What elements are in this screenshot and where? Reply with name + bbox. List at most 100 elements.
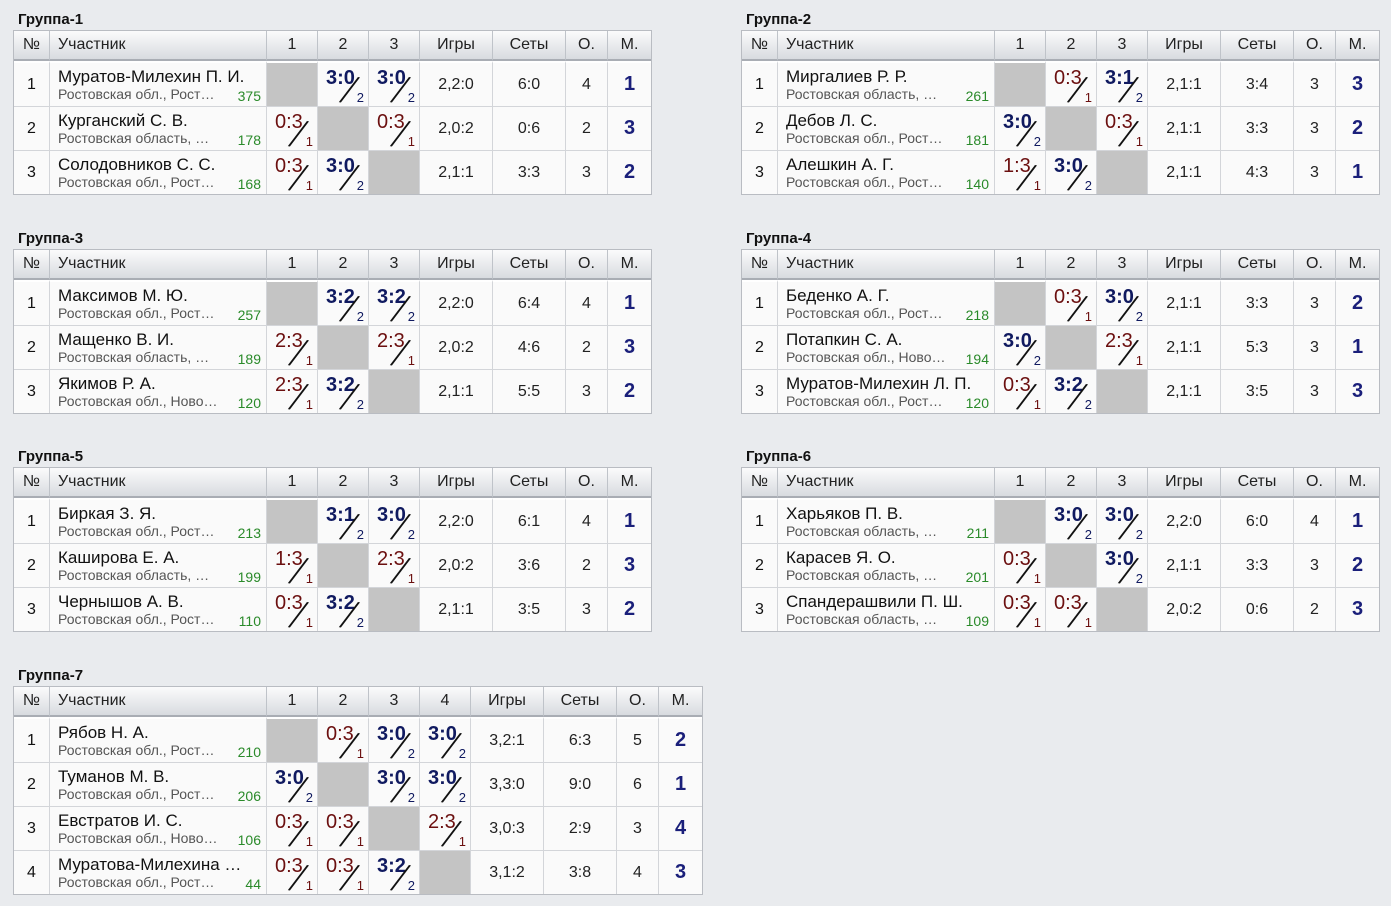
column-header[interactable]: 1 bbox=[267, 31, 318, 61]
table-row[interactable]: 4 Муратова-Милехина … Ростовская обл., Рос… bbox=[14, 851, 702, 894]
column-header[interactable]: М. bbox=[1336, 250, 1379, 280]
match-win-cell[interactable]: 3:2 ╱ 2 bbox=[369, 280, 420, 326]
match-win-cell[interactable]: 3:0 ╱ 2 bbox=[369, 763, 420, 807]
column-header[interactable]: 1 bbox=[995, 250, 1046, 280]
column-header[interactable]: 3 bbox=[369, 468, 420, 498]
table-row[interactable]: 3 Муратов-Милехин Л. П. Ростовская обл., Р… bbox=[742, 370, 1379, 413]
table-row[interactable]: 1 Максимов М. Ю. Ростовская обл., Рост… 257… bbox=[14, 280, 651, 326]
column-header[interactable]: Игры bbox=[1148, 31, 1221, 61]
match-win-cell[interactable]: 3:0 ╱ 2 bbox=[267, 763, 318, 807]
participant-name[interactable]: Туманов М. В. bbox=[58, 767, 170, 786]
participant-cell[interactable]: Харьяков П. В. Ростовская область, … 211 bbox=[778, 498, 995, 544]
participant-cell[interactable]: Муратова-Милехина … Ростовская обл., Рост… bbox=[50, 851, 267, 894]
match-loss-cell[interactable]: 0:3 ╱ 1 bbox=[1046, 61, 1097, 107]
match-win-cell[interactable]: 3:1 ╱ 2 bbox=[1097, 61, 1148, 107]
participant-cell[interactable]: Якимов Р. А. Ростовская обл., Ново… 120 bbox=[50, 370, 267, 413]
column-header[interactable]: О. bbox=[617, 687, 659, 717]
column-header[interactable]: О. bbox=[1294, 250, 1336, 280]
match-loss-cell[interactable]: 0:3 ╱ 1 bbox=[995, 370, 1046, 413]
table-row[interactable]: 3 Солодовников С. С. Ростовская обл., Рост… bbox=[14, 151, 651, 194]
table-row[interactable]: 1 Миргалиев Р. Р. Ростовская область, … 261… bbox=[742, 61, 1379, 107]
match-win-cell[interactable]: 3:0 ╱ 2 bbox=[420, 763, 471, 807]
match-loss-cell[interactable]: 0:3 ╱ 1 bbox=[318, 807, 369, 851]
participant-name[interactable]: Каширова Е. А. bbox=[58, 548, 180, 567]
column-header[interactable]: 1 bbox=[995, 468, 1046, 498]
match-win-cell[interactable]: 3:0 ╱ 2 bbox=[318, 61, 369, 107]
table-row[interactable]: 2 Дебов Л. С. Ростовская обл., Рост… 181 3:0… bbox=[742, 107, 1379, 151]
column-header[interactable]: 3 bbox=[369, 250, 420, 280]
column-header[interactable]: 3 bbox=[1097, 31, 1148, 61]
participant-name[interactable]: Харьяков П. В. bbox=[786, 504, 903, 523]
table-row[interactable]: 2 Карасев Я. О. Ростовская область, … 201 0:… bbox=[742, 544, 1379, 588]
participant-cell[interactable]: Алешкин А. Г. Ростовская обл., Рост… 140 bbox=[778, 151, 995, 194]
match-loss-cell[interactable]: 0:3 ╱ 1 bbox=[267, 851, 318, 894]
match-loss-cell[interactable]: 0:3 ╱ 1 bbox=[267, 107, 318, 151]
column-header[interactable]: Участник bbox=[778, 250, 995, 280]
column-header[interactable]: Игры bbox=[420, 468, 493, 498]
match-win-cell[interactable]: 3:0 ╱ 2 bbox=[369, 61, 420, 107]
column-header[interactable]: Участник bbox=[778, 468, 995, 498]
participant-cell[interactable]: Миргалиев Р. Р. Ростовская область, … 261 bbox=[778, 61, 995, 107]
column-header[interactable]: 3 bbox=[369, 687, 420, 717]
table-row[interactable]: 3 Чернышов А. В. Ростовская обл., Рост… 110… bbox=[14, 588, 651, 631]
column-header[interactable]: Участник bbox=[50, 468, 267, 498]
column-header[interactable]: № bbox=[14, 468, 50, 498]
column-header[interactable]: Сеты bbox=[1221, 31, 1294, 61]
participant-name[interactable]: Якимов Р. А. bbox=[58, 374, 156, 393]
column-header[interactable]: Участник bbox=[50, 687, 267, 717]
match-loss-cell[interactable]: 0:3 ╱ 1 bbox=[267, 807, 318, 851]
table-row[interactable]: 3 Евстратов И. С. Ростовская обл., Ново… 10… bbox=[14, 807, 702, 851]
table-row[interactable]: 1 Харьяков П. В. Ростовская область, … 211 3… bbox=[742, 498, 1379, 544]
match-loss-cell[interactable]: 2:3 ╱ 1 bbox=[369, 544, 420, 588]
match-loss-cell[interactable]: 0:3 ╱ 1 bbox=[267, 151, 318, 194]
participant-name[interactable]: Биркая З. Я. bbox=[58, 504, 157, 523]
participant-cell[interactable]: Евстратов И. С. Ростовская обл., Ново… 106 bbox=[50, 807, 267, 851]
table-row[interactable]: 3 Якимов Р. А. Ростовская обл., Ново… 120 2:… bbox=[14, 370, 651, 413]
participant-cell[interactable]: Мащенко В. И. Ростовская область, … 189 bbox=[50, 326, 267, 370]
table-row[interactable]: 1 Рябов Н. А. Ростовская обл., Рост… 210 0:3… bbox=[14, 717, 702, 763]
match-win-cell[interactable]: 3:0 ╱ 2 bbox=[369, 717, 420, 763]
table-row[interactable]: 2 Потапкин С. А. Ростовская обл., Ново… 194… bbox=[742, 326, 1379, 370]
column-header[interactable]: 2 bbox=[318, 31, 369, 61]
participant-name[interactable]: Максимов М. Ю. bbox=[58, 286, 188, 305]
match-win-cell[interactable]: 3:0 ╱ 2 bbox=[420, 717, 471, 763]
column-header[interactable]: О. bbox=[1294, 31, 1336, 61]
column-header[interactable]: Сеты bbox=[1221, 468, 1294, 498]
column-header[interactable]: 4 bbox=[420, 687, 471, 717]
table-row[interactable]: 3 Алешкин А. Г. Ростовская обл., Рост… 140 1… bbox=[742, 151, 1379, 194]
column-header[interactable]: Сеты bbox=[493, 250, 566, 280]
column-header[interactable]: М. bbox=[1336, 31, 1379, 61]
column-header[interactable]: Игры bbox=[420, 250, 493, 280]
column-header[interactable]: Игры bbox=[420, 31, 493, 61]
participant-name[interactable]: Миргалиев Р. Р. bbox=[786, 67, 908, 86]
match-loss-cell[interactable]: 2:3 ╱ 1 bbox=[267, 370, 318, 413]
match-loss-cell[interactable]: 0:3 ╱ 1 bbox=[267, 588, 318, 631]
participant-name[interactable]: Спандерашвили П. Ш. bbox=[786, 592, 963, 611]
match-loss-cell[interactable]: 0:3 ╱ 1 bbox=[318, 717, 369, 763]
match-loss-cell[interactable]: 2:3 ╱ 1 bbox=[1097, 326, 1148, 370]
match-loss-cell[interactable]: 0:3 ╱ 1 bbox=[1097, 107, 1148, 151]
column-header[interactable]: 2 bbox=[1046, 468, 1097, 498]
match-win-cell[interactable]: 3:0 ╱ 2 bbox=[1097, 280, 1148, 326]
column-header[interactable]: М. bbox=[659, 687, 702, 717]
match-loss-cell[interactable]: 0:3 ╱ 1 bbox=[369, 107, 420, 151]
participant-cell[interactable]: Дебов Л. С. Ростовская обл., Рост… 181 bbox=[778, 107, 995, 151]
column-header[interactable]: О. bbox=[566, 250, 608, 280]
participant-cell[interactable]: Каширова Е. А. Ростовская область, … 199 bbox=[50, 544, 267, 588]
column-header[interactable]: № bbox=[14, 687, 50, 717]
participant-cell[interactable]: Туманов М. В. Ростовская обл., Рост… 206 bbox=[50, 763, 267, 807]
participant-cell[interactable]: Курганский С. В. Ростовская область, … 178 bbox=[50, 107, 267, 151]
match-loss-cell[interactable]: 0:3 ╱ 1 bbox=[318, 851, 369, 894]
participant-cell[interactable]: Беденко А. Г. Ростовская обл., Рост… 218 bbox=[778, 280, 995, 326]
table-row[interactable]: 2 Мащенко В. И. Ростовская область, … 189 2:… bbox=[14, 326, 651, 370]
column-header[interactable]: 3 bbox=[369, 31, 420, 61]
column-header[interactable]: Игры bbox=[1148, 250, 1221, 280]
participant-name[interactable]: Потапкин С. А. bbox=[786, 330, 903, 349]
participant-cell[interactable]: Максимов М. Ю. Ростовская обл., Рост… 257 bbox=[50, 280, 267, 326]
table-row[interactable]: 2 Туманов М. В. Ростовская обл., Рост… 206 3… bbox=[14, 763, 702, 807]
participant-cell[interactable]: Чернышов А. В. Ростовская обл., Рост… 110 bbox=[50, 588, 267, 631]
match-win-cell[interactable]: 3:2 ╱ 2 bbox=[318, 280, 369, 326]
participant-name[interactable]: Солодовников С. С. bbox=[58, 155, 216, 174]
match-win-cell[interactable]: 3:0 ╱ 2 bbox=[369, 498, 420, 544]
match-win-cell[interactable]: 3:2 ╱ 2 bbox=[318, 588, 369, 631]
